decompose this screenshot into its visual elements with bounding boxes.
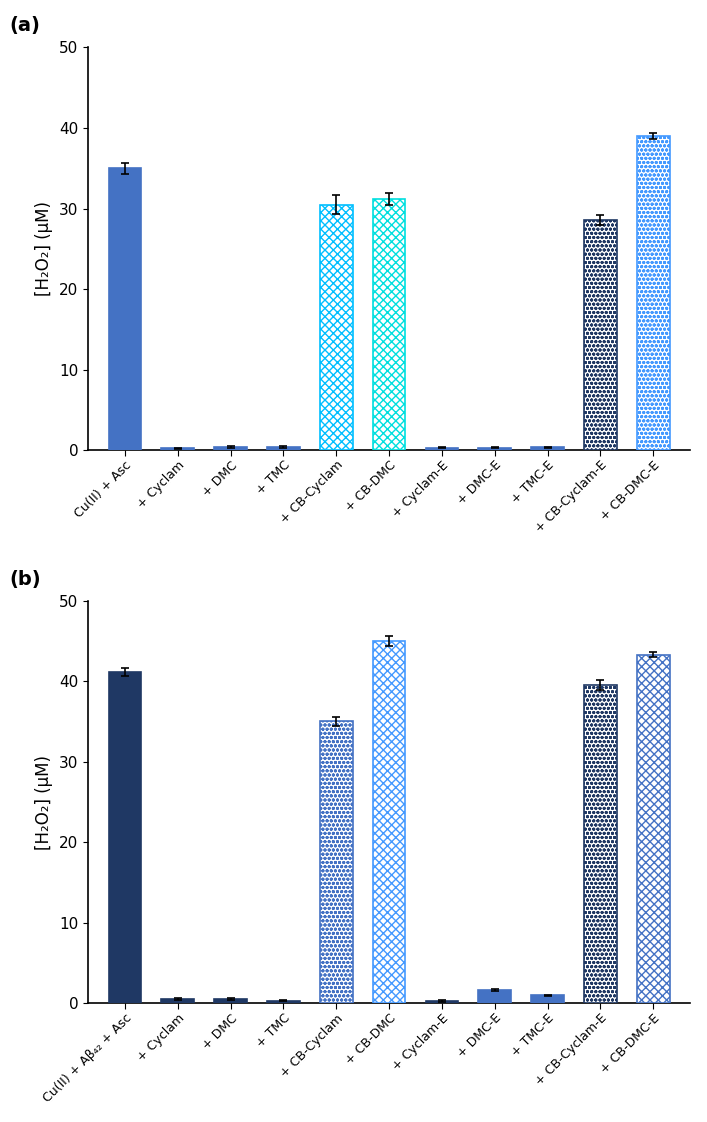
Bar [637,654,670,1003]
Bar [161,448,194,450]
Bar [531,995,564,1003]
Bar [267,447,300,450]
Bar [426,1001,458,1003]
Bar [214,447,247,450]
Text: (b): (b) [10,570,41,589]
Y-axis label: [H₂O₂] (μM): [H₂O₂] (μM) [35,201,53,296]
Bar [161,999,194,1003]
Bar [214,999,247,1003]
Bar [320,204,353,450]
Bar [584,220,617,450]
Bar [108,168,141,450]
Bar [637,136,670,450]
Bar [479,990,511,1003]
Bar [426,448,458,450]
Bar [373,199,406,450]
Bar [108,672,141,1003]
Y-axis label: [H₂O₂] (μM): [H₂O₂] (μM) [35,754,53,849]
Bar [531,448,564,450]
Bar [373,641,406,1003]
Bar [267,1001,300,1003]
Bar [479,448,511,450]
Text: (a): (a) [10,17,40,36]
Bar [320,721,353,1003]
Bar [584,686,617,1003]
